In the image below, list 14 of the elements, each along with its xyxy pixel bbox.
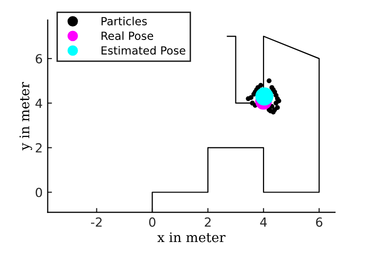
y-tick-label: 2 [36, 143, 42, 152]
x-tick-label: -2 [91, 217, 102, 227]
y-tick-label: 6 [36, 54, 42, 64]
legend-label: Real Pose [102, 31, 154, 40]
y-axis-title: y in meter [19, 82, 32, 150]
legend-label: Particles [102, 16, 147, 26]
x-tick-label: 2 [204, 217, 211, 227]
y-tick-label: 4 [35, 98, 42, 108]
legend-label: Estimated Pose [102, 46, 186, 55]
x-tick-label: 4 [260, 218, 267, 227]
x-tick-label: 6 [316, 217, 322, 227]
x-axis-title: x in meter [157, 232, 226, 242]
y-tick-label: 0 [36, 188, 42, 198]
x-tick-label: 0 [149, 217, 156, 227]
